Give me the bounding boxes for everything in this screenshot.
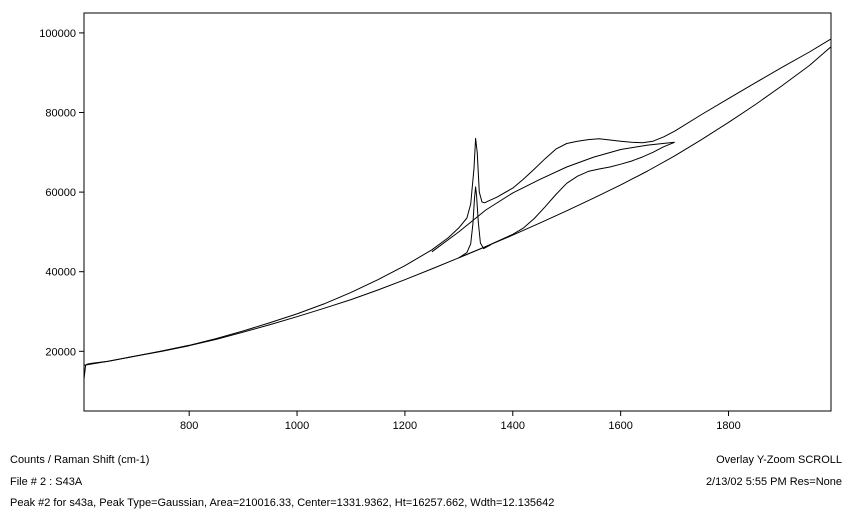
y-tick-label-1: 40000 [45, 267, 76, 279]
file-label: File # 2 : S43A [10, 476, 83, 488]
x-tick-label-4: 1600 [608, 420, 632, 432]
y-tick-label-0: 20000 [45, 346, 76, 358]
x-tick-label-2: 1200 [393, 420, 417, 432]
x-tick-label-5: 1800 [716, 420, 740, 432]
y-tick-label-3: 80000 [45, 108, 76, 120]
timestamp: 2/13/02 5:55 PM Res=None [705, 476, 842, 488]
axis-description: Counts / Raman Shift (cm-1) [10, 454, 150, 466]
y-tick-label-2: 60000 [45, 187, 76, 199]
series-layer [83, 38, 832, 380]
raman-spectrum-chart: 800 1000 1200 1400 1600 1800 20000 40000 60000 8… [39, 12, 832, 432]
series-peak-1-gaussian [458, 186, 492, 259]
series-peak-2-broad-component [458, 141, 675, 259]
peak-info: Peak #2 for s43a, Peak Type=Gaussian, Ar… [10, 497, 555, 509]
series-broad-band-component [431, 141, 675, 253]
x-tick-label-3: 1400 [501, 420, 525, 432]
x-axis: 800 1000 1200 1400 1600 1800 [180, 411, 741, 432]
series-measured-spectrum [83, 38, 832, 380]
plot-frame [83, 12, 832, 412]
y-tick-label-4: 100000 [39, 28, 76, 40]
x-tick-label-1: 1000 [285, 420, 309, 432]
x-tick-label-0: 800 [180, 420, 198, 432]
view-mode-label: Overlay Y-Zoom SCROLL [716, 454, 842, 466]
y-axis: 20000 40000 60000 80000 100000 [39, 28, 84, 358]
